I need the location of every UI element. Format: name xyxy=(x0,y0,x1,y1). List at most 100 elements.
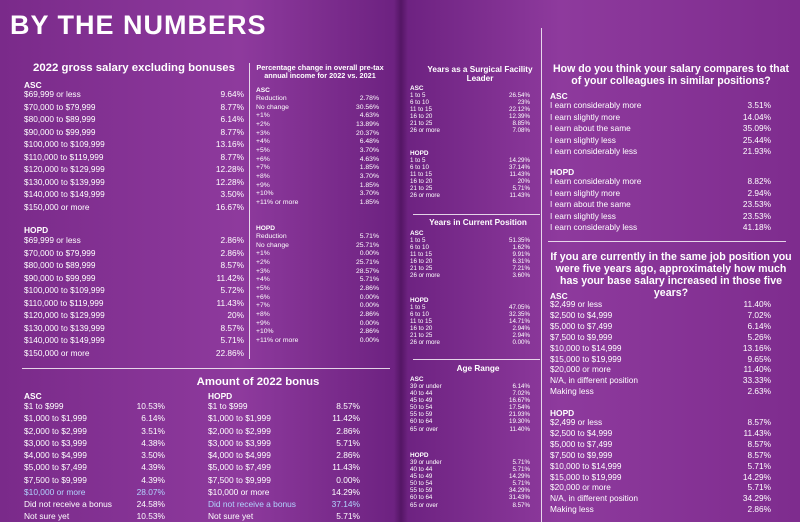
row-label: +1% xyxy=(256,112,270,120)
row-value: 5.71% xyxy=(512,466,530,474)
row-label: $3,000 to $3,999 xyxy=(24,437,87,448)
row-label: $120,000 to $129,999 xyxy=(24,164,105,174)
row-value: 10.53% xyxy=(136,511,165,522)
position-hopd-label: HOPD xyxy=(410,297,429,304)
table-row: +8% 2.86% xyxy=(256,311,379,320)
row-label: +4% xyxy=(256,138,270,146)
table-row: $2,500 to $4,999 7.02% xyxy=(550,310,771,321)
divider-h-left xyxy=(22,368,390,369)
table-row: Did not receive a bonus 24.58% xyxy=(24,498,165,510)
row-label: $3,000 to $3,999 xyxy=(208,437,271,448)
table-row: +6% 0.00% xyxy=(256,294,379,303)
row-value: 12.28% xyxy=(215,176,244,187)
compare-asc-label: ASC xyxy=(550,91,568,101)
row-value: 11.43% xyxy=(509,192,530,200)
row-value: 8.57% xyxy=(747,417,771,427)
table-row: $130,000 to $139,999 8.57% xyxy=(24,322,244,335)
row-label: $7,500 to $9,999 xyxy=(24,474,87,485)
divider-v-right xyxy=(541,28,542,522)
gross-hopd-table: $69,999 or less 2.86% $70,000 to $79,999 2.… xyxy=(24,234,244,359)
row-label: No change xyxy=(256,103,289,111)
row-label: $15,000 to $19,999 xyxy=(550,353,622,364)
row-label: $130,000 to $139,999 xyxy=(24,176,105,187)
leader-asc-table: 1 to 5 26.54% 6 to 10 23% 11 to 15 22.12% 16 t… xyxy=(410,92,530,135)
compare-hopd-table: I earn considerably more 8.82% I earn slig… xyxy=(550,176,771,234)
row-value: 2.78% xyxy=(359,95,379,102)
table-row: $4,000 to $4,999 2.86% xyxy=(208,449,360,461)
row-value: 3.50% xyxy=(220,189,244,199)
row-value: 24.58% xyxy=(136,499,165,509)
row-value: 2.86% xyxy=(747,504,771,515)
row-label: $2,000 to $2,999 xyxy=(208,425,271,436)
row-label: 40 to 44 xyxy=(410,466,433,474)
table-row: $2,000 to $2,999 3.51% xyxy=(24,425,165,437)
table-row: $1,000 to $1,999 6.14% xyxy=(24,412,165,424)
table-row: +1% 4.63% xyxy=(256,112,379,121)
table-row: 21 to 25 8.85% xyxy=(410,120,530,127)
row-label: $1,000 to $1,999 xyxy=(24,413,87,424)
table-row: 26 or more 11.43% xyxy=(410,192,530,199)
table-row: +10% 2.86% xyxy=(256,328,379,337)
row-label: N/A, in different position xyxy=(550,493,638,504)
table-row: I earn slightly less 23.53% xyxy=(550,211,771,223)
row-value: 6.14% xyxy=(747,320,771,331)
table-row: 45 to 49 14.29% xyxy=(410,473,530,480)
age-asc-table: 39 or under 6.14% 40 to 44 7.02% 45 to 49 16.… xyxy=(410,383,530,433)
row-label: $20,000 or more xyxy=(550,482,611,493)
row-value: 0.00% xyxy=(512,339,530,347)
table-row: $7,500 to $9,999 5.26% xyxy=(550,332,771,343)
table-row: $90,000 to $99,999 8.77% xyxy=(24,126,244,139)
increase-title: If you are currently in the same job pos… xyxy=(550,251,792,299)
table-row: $20,000 or more 11.40% xyxy=(550,364,771,375)
age-title: Age Range xyxy=(456,364,500,373)
divider-h-right xyxy=(548,241,786,242)
row-label: +4% xyxy=(256,276,270,284)
row-value: 14.71% xyxy=(509,318,530,326)
row-value: 11.40% xyxy=(743,364,771,375)
row-label: 60 to 64 xyxy=(410,494,433,502)
table-row: $2,000 to $2,999 2.86% xyxy=(208,425,360,437)
table-row: 16 to 20 2.94% xyxy=(410,325,530,332)
row-label: I earn considerably less xyxy=(550,222,638,233)
row-label: $10,000 or more xyxy=(208,486,270,497)
table-row: $3,000 to $3,999 5.71% xyxy=(208,437,360,449)
row-label: 16 to 20 xyxy=(410,258,433,266)
table-row: 26 or more 3.60% xyxy=(410,272,530,279)
row-value: 16.67% xyxy=(509,397,530,405)
table-row: $2,500 to $4,999 11.43% xyxy=(550,428,771,439)
compare-asc-table: I earn considerably more 3.51% I earn slig… xyxy=(550,100,771,158)
row-label: $5,000 to $7,499 xyxy=(208,462,271,473)
table-row: $15,000 to $19,999 9.65% xyxy=(550,354,771,365)
table-row: +7% 0.00% xyxy=(256,302,379,311)
table-row: Reduction 5.71% xyxy=(256,233,379,242)
table-row: 1 to 5 47.05% xyxy=(410,304,530,311)
row-label: I earn slightly less xyxy=(550,210,616,221)
row-value: 11.43% xyxy=(216,297,244,308)
age-hopd-label: HOPD xyxy=(410,452,429,459)
row-value: 10.53% xyxy=(136,401,165,411)
row-value: 2.86% xyxy=(359,310,379,318)
row-label: +10% xyxy=(256,328,274,336)
row-label: $10,000 to $14,999 xyxy=(550,342,622,353)
row-label: $2,500 to $4,999 xyxy=(550,309,613,320)
row-value: 1.85% xyxy=(359,164,379,172)
table-row: $140,000 to $149,999 3.50% xyxy=(24,188,244,201)
row-value: 5.26% xyxy=(747,331,771,342)
row-value: 1.85% xyxy=(359,181,379,189)
increase-asc-label: ASC xyxy=(550,291,568,301)
table-row: 26 or more 0.00% xyxy=(410,339,530,346)
row-label: $2,499 or less xyxy=(550,299,603,309)
table-row: I earn considerably less 41.18% xyxy=(550,222,771,234)
row-value: 11.40% xyxy=(509,425,530,433)
table-row: 65 or over 11.40% xyxy=(410,426,530,433)
table-row: $69,999 or less 9.64% xyxy=(24,88,244,101)
row-label: $10,000 to $14,999 xyxy=(550,460,622,471)
row-label: $80,000 to $89,999 xyxy=(24,114,96,124)
row-label: +2% xyxy=(256,120,270,128)
row-label: $120,000 to $129,999 xyxy=(24,310,105,320)
row-value: 19.30% xyxy=(509,418,530,426)
row-label: $4,000 to $4,999 xyxy=(208,450,271,460)
row-value: 4.39% xyxy=(141,474,165,485)
table-row: 21 to 25 2.94% xyxy=(410,332,530,339)
